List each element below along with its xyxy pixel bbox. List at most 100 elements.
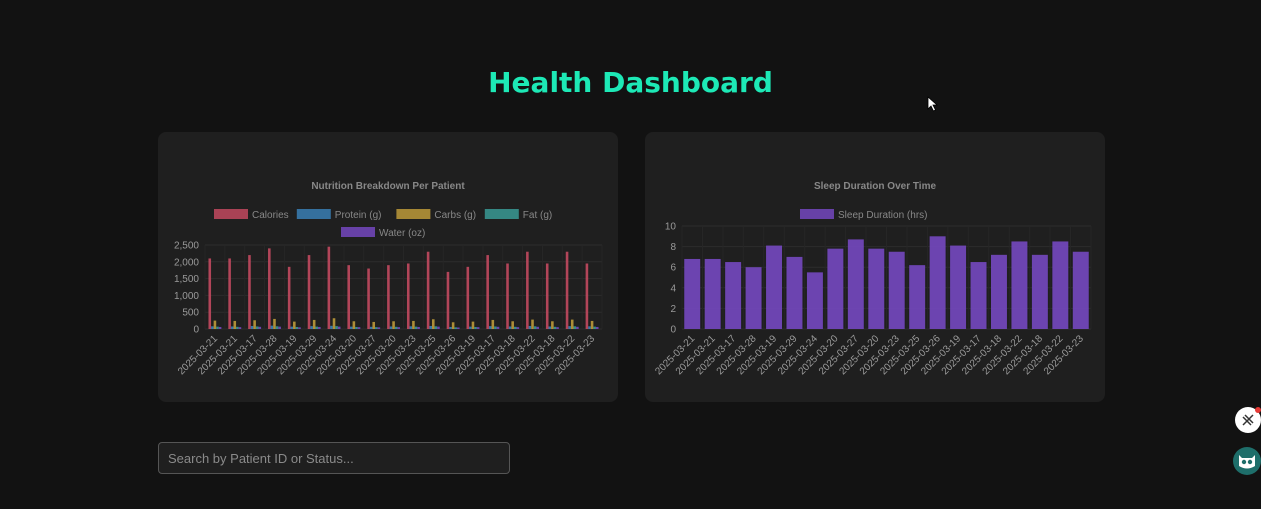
legend-swatch[interactable] bbox=[214, 209, 248, 219]
bar[interactable] bbox=[318, 326, 321, 329]
bar[interactable] bbox=[593, 326, 596, 329]
bar[interactable] bbox=[275, 326, 279, 329]
bar[interactable] bbox=[258, 326, 262, 329]
bar[interactable] bbox=[377, 327, 381, 329]
bar[interactable] bbox=[268, 248, 271, 329]
bar[interactable] bbox=[298, 327, 301, 329]
bar[interactable] bbox=[236, 326, 239, 329]
bar[interactable] bbox=[253, 320, 256, 329]
bar[interactable] bbox=[595, 326, 599, 329]
bar[interactable] bbox=[548, 326, 552, 329]
bar[interactable] bbox=[950, 245, 967, 329]
bar[interactable] bbox=[295, 326, 299, 329]
bar[interactable] bbox=[494, 326, 497, 329]
bar[interactable] bbox=[330, 325, 333, 329]
bar[interactable] bbox=[1052, 241, 1069, 329]
bar[interactable] bbox=[238, 327, 242, 329]
bar[interactable] bbox=[355, 326, 358, 329]
bar[interactable] bbox=[573, 326, 577, 329]
bar[interactable] bbox=[412, 320, 415, 329]
bar[interactable] bbox=[488, 326, 492, 329]
bar[interactable] bbox=[426, 251, 430, 329]
bar[interactable] bbox=[429, 325, 432, 329]
bar[interactable] bbox=[526, 251, 529, 329]
bar[interactable] bbox=[970, 262, 987, 329]
bar[interactable] bbox=[208, 258, 212, 329]
bar[interactable] bbox=[704, 258, 721, 329]
bar[interactable] bbox=[909, 265, 926, 329]
bar[interactable] bbox=[352, 321, 356, 329]
bar[interactable] bbox=[248, 255, 251, 329]
bar[interactable] bbox=[531, 319, 534, 329]
bar[interactable] bbox=[929, 236, 946, 329]
bar[interactable] bbox=[250, 325, 254, 329]
bar[interactable] bbox=[293, 321, 296, 329]
bar[interactable] bbox=[827, 248, 844, 329]
bar[interactable] bbox=[511, 321, 514, 329]
bar[interactable] bbox=[228, 258, 231, 329]
bar[interactable] bbox=[491, 319, 495, 329]
bar[interactable] bbox=[347, 265, 351, 329]
assistant-button[interactable] bbox=[1233, 447, 1261, 475]
bar[interactable] bbox=[471, 321, 475, 329]
bar[interactable] bbox=[216, 326, 219, 329]
bar[interactable] bbox=[278, 326, 281, 329]
bar[interactable] bbox=[545, 263, 549, 329]
bar[interactable] bbox=[350, 326, 353, 329]
bar[interactable] bbox=[449, 326, 452, 329]
bar[interactable] bbox=[868, 248, 885, 329]
bar[interactable] bbox=[437, 326, 440, 329]
bar[interactable] bbox=[451, 322, 455, 329]
bar[interactable] bbox=[414, 326, 418, 329]
bar[interactable] bbox=[372, 321, 376, 329]
bar[interactable] bbox=[307, 255, 311, 329]
bar[interactable] bbox=[486, 255, 489, 329]
bar[interactable] bbox=[255, 326, 259, 329]
bar[interactable] bbox=[888, 251, 905, 329]
bar[interactable] bbox=[312, 319, 316, 329]
bar[interactable] bbox=[230, 326, 234, 329]
legend-label[interactable]: Carbs (g) bbox=[434, 210, 476, 221]
bar[interactable] bbox=[218, 326, 222, 329]
legend-label[interactable]: Protein (g) bbox=[335, 210, 382, 221]
bar[interactable] bbox=[290, 326, 294, 329]
bar[interactable] bbox=[553, 326, 557, 329]
bar[interactable] bbox=[332, 318, 336, 329]
bar[interactable] bbox=[375, 327, 378, 329]
bar[interactable] bbox=[454, 327, 457, 329]
bar[interactable] bbox=[725, 262, 742, 329]
bar[interactable] bbox=[417, 326, 420, 329]
bar[interactable] bbox=[476, 327, 480, 329]
bar[interactable] bbox=[397, 327, 401, 329]
bar[interactable] bbox=[533, 326, 537, 329]
bar[interactable] bbox=[990, 254, 1007, 329]
legend-label[interactable]: Water (oz) bbox=[379, 228, 425, 239]
bar[interactable] bbox=[1011, 241, 1028, 329]
bar[interactable] bbox=[327, 246, 331, 329]
bar[interactable] bbox=[409, 326, 413, 329]
bar[interactable] bbox=[369, 326, 373, 329]
bar[interactable] bbox=[806, 272, 823, 329]
bar[interactable] bbox=[745, 267, 762, 329]
legend-swatch[interactable] bbox=[296, 209, 331, 219]
legend-label[interactable]: Calories bbox=[252, 210, 289, 221]
bar[interactable] bbox=[588, 326, 591, 329]
bar[interactable] bbox=[335, 326, 338, 329]
bar[interactable] bbox=[585, 263, 589, 329]
bar[interactable] bbox=[568, 326, 571, 329]
bar[interactable] bbox=[590, 320, 594, 329]
bar[interactable] bbox=[1072, 251, 1089, 329]
bar[interactable] bbox=[394, 326, 398, 329]
bar[interactable] bbox=[474, 326, 477, 329]
bar[interactable] bbox=[551, 321, 554, 329]
bar[interactable] bbox=[387, 265, 390, 329]
bar[interactable] bbox=[270, 325, 274, 329]
bar[interactable] bbox=[786, 256, 803, 329]
bar[interactable] bbox=[466, 266, 470, 329]
bar[interactable] bbox=[536, 326, 539, 329]
bar[interactable] bbox=[684, 258, 701, 329]
legend-swatch[interactable] bbox=[484, 209, 519, 219]
bar[interactable] bbox=[315, 326, 319, 329]
bar[interactable] bbox=[516, 327, 520, 329]
bar[interactable] bbox=[565, 251, 569, 329]
